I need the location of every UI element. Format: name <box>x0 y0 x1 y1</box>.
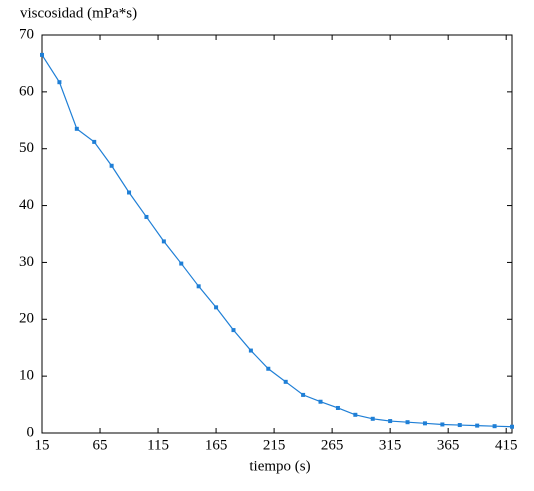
x-tick-label: 65 <box>93 437 108 453</box>
y-tick-label: 60 <box>19 83 34 99</box>
data-line <box>41 54 513 428</box>
data-point <box>214 305 219 310</box>
x-tick-label: 265 <box>321 437 344 453</box>
y-axis-label: viscosidad (mPa*s) <box>20 5 137 21</box>
data-point <box>457 423 462 428</box>
data-point <box>196 284 201 289</box>
data-point <box>510 424 514 429</box>
data-point <box>127 190 132 195</box>
data-point <box>440 422 445 427</box>
data-point <box>353 412 358 417</box>
data-point <box>92 139 97 144</box>
data-point <box>109 163 114 168</box>
x-tick-label: 415 <box>495 437 518 453</box>
y-tick-label: 20 <box>19 311 34 327</box>
x-tick-label: 15 <box>35 437 50 453</box>
plot-frame <box>41 34 513 434</box>
data-point <box>231 328 236 333</box>
x-tick-label: 215 <box>263 437 286 453</box>
y-tick-label: 70 <box>19 26 34 42</box>
data-point <box>161 239 166 244</box>
data-point <box>335 405 340 410</box>
y-tick-label: 40 <box>19 197 34 213</box>
y-tick-label: 30 <box>19 254 34 270</box>
x-axis-label: tiempo (s) <box>249 458 310 474</box>
y-tick-label: 10 <box>19 368 34 384</box>
data-point <box>57 80 62 85</box>
data-point <box>40 52 44 57</box>
data-point <box>283 379 288 384</box>
y-tick-label: 0 <box>27 424 35 440</box>
data-point <box>144 214 149 219</box>
x-tick-label: 365 <box>437 437 460 453</box>
data-point <box>492 424 497 429</box>
y-tick-label: 50 <box>19 140 34 156</box>
x-tick-label: 165 <box>205 437 228 453</box>
data-point <box>248 348 253 353</box>
data-point <box>266 366 271 371</box>
data-point <box>370 416 375 421</box>
x-tick-label: 315 <box>379 437 402 453</box>
data-point <box>74 126 79 131</box>
x-tick-label: 115 <box>147 437 169 453</box>
data-point <box>422 421 427 426</box>
data-point <box>405 420 410 425</box>
data-point <box>301 392 306 397</box>
data-point <box>318 399 323 404</box>
data-point <box>388 419 393 424</box>
data-point <box>179 261 184 266</box>
data-point <box>475 423 480 428</box>
